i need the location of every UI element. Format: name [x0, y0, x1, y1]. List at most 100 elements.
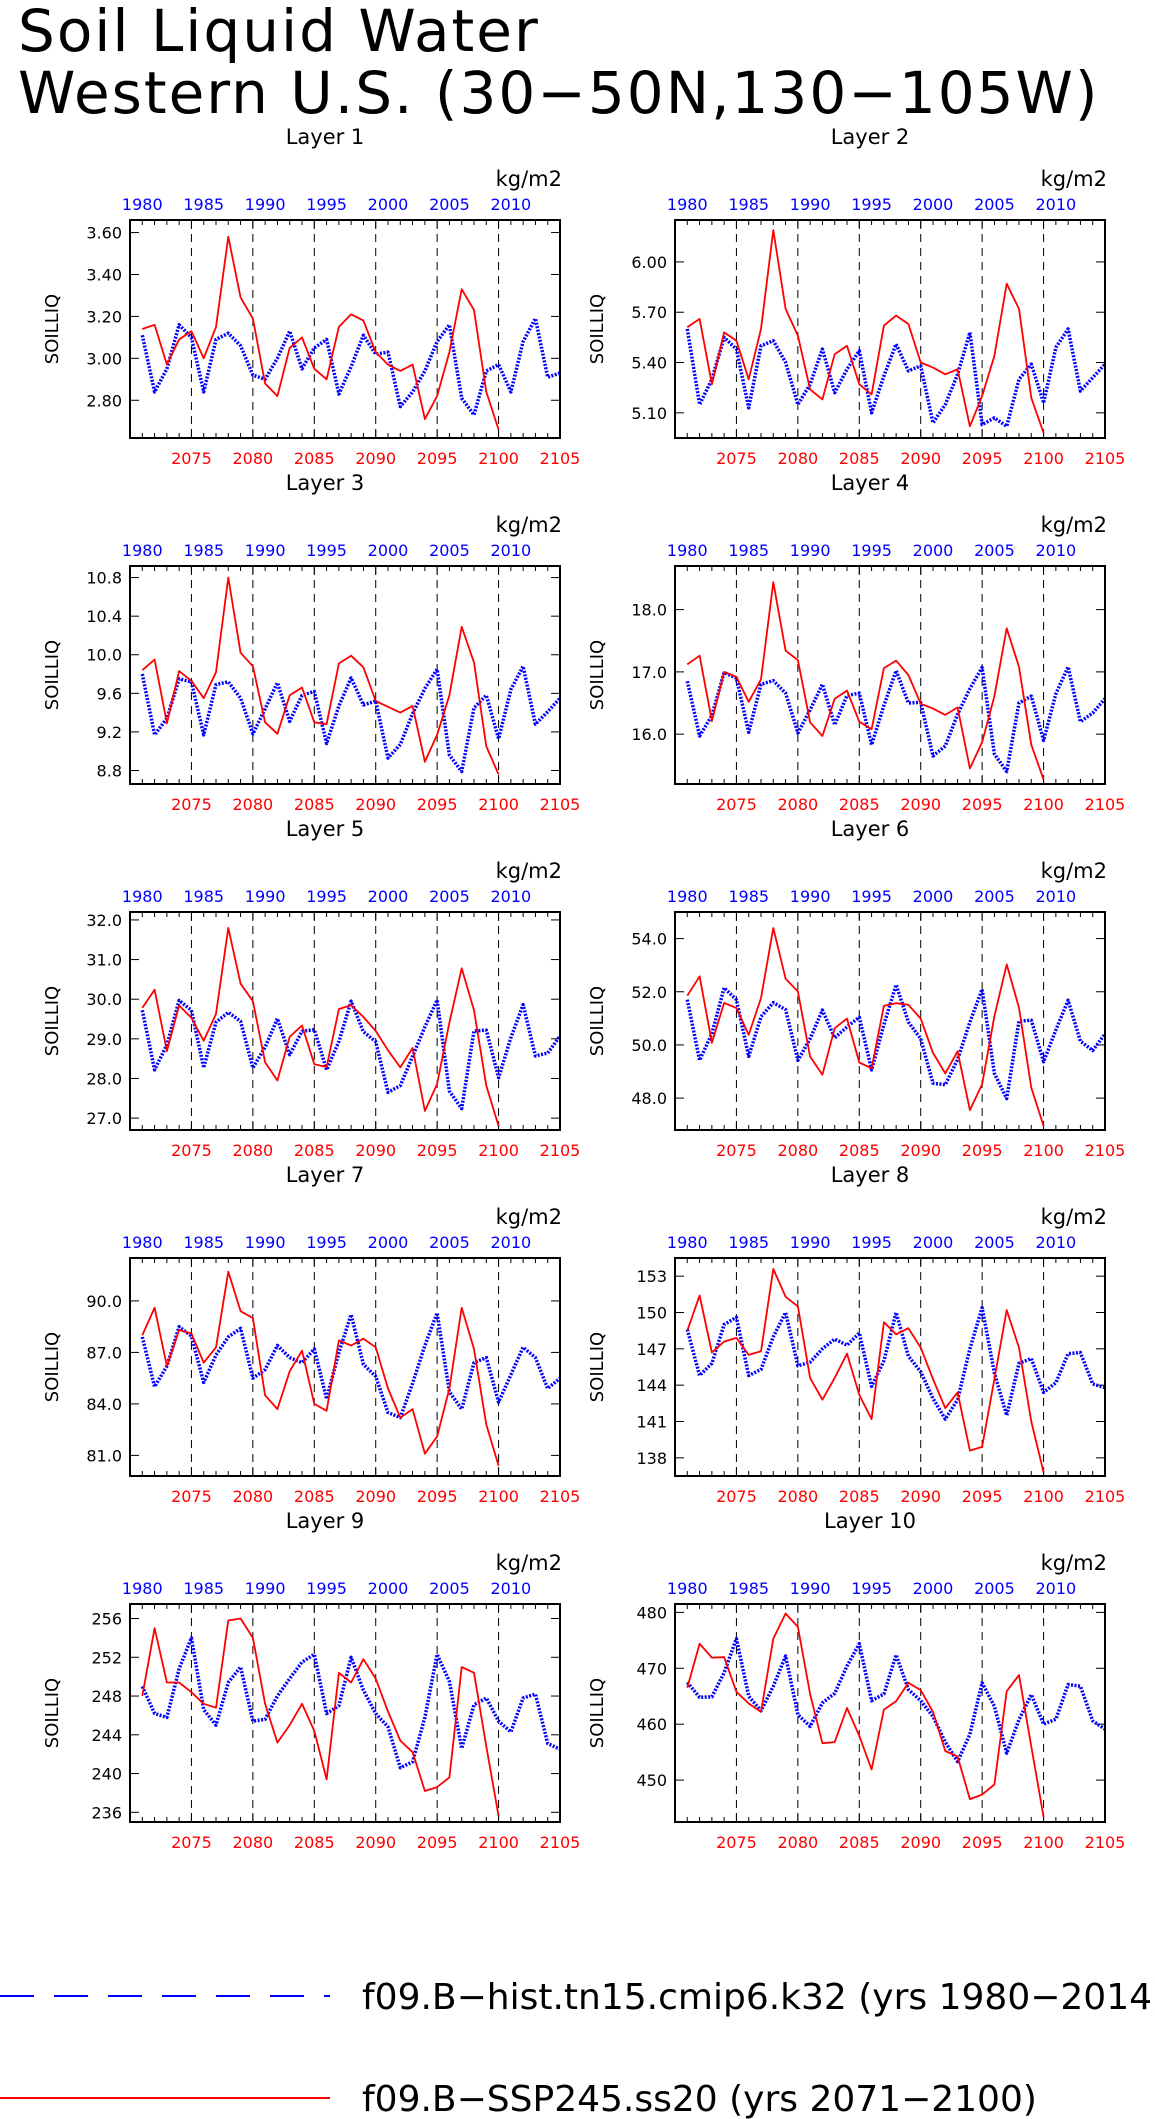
bottom-tick-label: 2105: [540, 1141, 581, 1160]
y-tick-label: 3.40: [86, 266, 122, 285]
bottom-tick-label: 2085: [294, 1141, 335, 1160]
top-tick-label: 1990: [245, 541, 286, 560]
bottom-tick-label: 2105: [1085, 1141, 1126, 1160]
top-tick-label: 1995: [306, 887, 347, 906]
bottom-tick-label: 2085: [294, 1833, 335, 1852]
bottom-tick-label: 2095: [962, 449, 1003, 468]
top-tick-label: 1990: [245, 1233, 286, 1252]
y-tick-label: 3.60: [86, 224, 122, 243]
bottom-tick-label: 2075: [716, 795, 757, 814]
y-tick-label: 10.0: [86, 646, 122, 665]
panel-title: Layer 1: [286, 125, 365, 149]
panel-8: Layer 8 kg/m2 1980 1985 1990 1995 2000 2005 2010…: [587, 1163, 1125, 1506]
y-tick-label: 9.2: [97, 723, 122, 742]
y-tick-label: 31.0: [86, 951, 122, 970]
top-tick-label: 1980: [122, 195, 163, 214]
panel-2: Layer 2 kg/m2 1980 1985 1990 1995 2000 2005 2010…: [587, 125, 1125, 468]
top-tick-label: 1985: [728, 887, 769, 906]
bottom-tick-label: 2100: [478, 1833, 519, 1852]
y-tick-label: 84.0: [86, 1395, 122, 1414]
legend: f09.B−hist.tn15.cmip6.k32 (yrs 1980−2014…: [0, 1977, 1155, 2119]
panel-frame: [674, 219, 1106, 439]
top-tick-label: 1995: [851, 887, 892, 906]
y-tick-label: 138: [636, 1449, 667, 1468]
top-tick-label: 1990: [790, 195, 831, 214]
y-tick-label: 8.8: [97, 761, 122, 780]
y-tick-label: 50.0: [631, 1036, 667, 1055]
panel-title: Layer 6: [831, 817, 910, 841]
top-tick-label: 2005: [429, 1579, 470, 1598]
unit-label: kg/m2: [1041, 1205, 1107, 1229]
bottom-tick-label: 2080: [777, 449, 818, 468]
bottom-tick-label: 2080: [232, 795, 273, 814]
bottom-tick-label: 2085: [839, 1833, 880, 1852]
y-tick-label: 236: [91, 1803, 122, 1822]
bottom-tick-label: 2090: [355, 1141, 396, 1160]
top-tick-label: 1985: [183, 195, 224, 214]
bottom-tick-label: 2075: [716, 1141, 757, 1160]
title-line-2: Western U.S. (30−50N,130−105W): [18, 59, 1100, 127]
bottom-tick-label: 2090: [900, 449, 941, 468]
y-tick-label: 5.70: [631, 303, 667, 322]
top-tick-label: 1990: [245, 1579, 286, 1598]
bottom-tick-label: 2100: [1023, 795, 1064, 814]
series-line-hist: [685, 1636, 1106, 1764]
bottom-tick-label: 2100: [1023, 1141, 1064, 1160]
top-tick-label: 2000: [368, 887, 409, 906]
bottom-tick-label: 2095: [417, 1141, 458, 1160]
bottom-tick-label: 2105: [540, 449, 581, 468]
y-tick-label: 48.0: [631, 1089, 667, 1108]
top-tick-label: 2000: [913, 887, 954, 906]
bottom-tick-label: 2095: [417, 1833, 458, 1852]
y-tick-label: 480: [636, 1603, 667, 1622]
y-tick-label: 54.0: [631, 930, 667, 949]
bottom-tick-label: 2085: [839, 1487, 880, 1506]
top-tick-label: 1990: [790, 1579, 831, 1598]
panel-title: Layer 9: [286, 1509, 365, 1533]
bottom-tick-label: 2095: [417, 449, 458, 468]
panel-frame: [674, 911, 1106, 1131]
y-axis-label: SOILLIQ: [42, 294, 63, 364]
panel-1: Layer 1 kg/m2 1980 1985 1990 1995 2000 2005 2010…: [42, 125, 580, 468]
y-axis-label: SOILLIQ: [587, 294, 608, 364]
panel-4: Layer 4 kg/m2 1980 1985 1990 1995 2000 2005 2010…: [587, 471, 1125, 814]
top-tick-label: 2010: [1035, 1233, 1076, 1252]
panel-3: Layer 3 kg/m2 1980 1985 1990 1995 2000 2005 2010…: [42, 471, 580, 814]
top-tick-label: 1980: [667, 887, 708, 906]
panel-frame: [674, 565, 1106, 785]
series-line-ssp: [686, 927, 1045, 1127]
legend-label: f09.B−hist.tn15.cmip6.k32 (yrs 1980−2014…: [362, 1977, 1155, 2018]
bottom-tick-label: 2095: [417, 1487, 458, 1506]
panel-frame: [129, 911, 561, 1131]
top-tick-label: 1995: [306, 1233, 347, 1252]
top-tick-label: 2005: [974, 887, 1015, 906]
series-line-ssp: [141, 1270, 500, 1466]
top-tick-label: 1985: [728, 541, 769, 560]
bottom-tick-label: 2080: [777, 1833, 818, 1852]
y-tick-label: 30.0: [86, 990, 122, 1009]
top-tick-label: 1990: [790, 1233, 831, 1252]
top-tick-label: 1985: [183, 1233, 224, 1252]
top-tick-label: 2010: [1035, 887, 1076, 906]
top-tick-label: 2000: [368, 195, 409, 214]
panel-frame: [674, 1257, 1106, 1477]
y-tick-label: 252: [91, 1648, 122, 1667]
bottom-tick-label: 2105: [1085, 1833, 1126, 1852]
top-tick-label: 1980: [667, 1579, 708, 1598]
unit-label: kg/m2: [496, 513, 562, 537]
series-line-ssp: [141, 927, 500, 1127]
y-axis-label: SOILLIQ: [587, 1332, 608, 1402]
bottom-tick-label: 2095: [962, 1487, 1003, 1506]
series-line-ssp: [686, 1268, 1045, 1473]
y-tick-label: 17.0: [631, 663, 667, 682]
series-line-hist: [685, 1305, 1106, 1421]
panel-title: Layer 4: [831, 471, 910, 495]
top-tick-label: 2000: [913, 541, 954, 560]
bottom-tick-label: 2080: [232, 1141, 273, 1160]
top-tick-label: 2010: [490, 1579, 531, 1598]
top-tick-label: 2000: [368, 1233, 409, 1252]
panel-frame: [129, 565, 561, 785]
y-tick-label: 16.0: [631, 725, 667, 744]
y-axis-label: SOILLIQ: [42, 1678, 63, 1748]
